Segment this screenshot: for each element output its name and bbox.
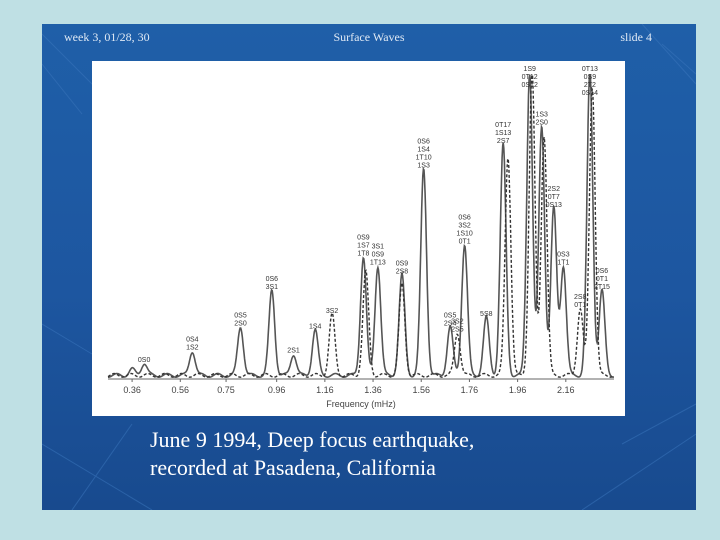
peak-label: 3S1: [266, 284, 279, 291]
peak-label: 0T17: [495, 122, 511, 129]
peak-label: 0S3: [557, 252, 570, 259]
peak-label: 0S9: [584, 74, 597, 81]
peak-label: 2S5: [451, 326, 464, 333]
x-tick-label: 1.96: [509, 385, 527, 395]
peak-label: 3S2: [326, 308, 339, 315]
peak-label: 1S3: [417, 162, 430, 169]
slide: week 3, 01/28, 30 Surface Waves slide 4 …: [42, 24, 696, 510]
peak-label: 3S1: [372, 244, 385, 251]
caption: June 9 1994, Deep focus earthquake, reco…: [150, 426, 474, 482]
chart-panel: 0S0 0S4 1S2 0S5 2S0 0S6 3S1 2S1 1S4 0S9 1S7 1T8 3S1 0…: [92, 61, 625, 416]
peak-label: 1S9: [523, 66, 536, 73]
peak-label: 2S1: [287, 348, 300, 355]
peak-label: 1S3: [535, 112, 548, 119]
series-2-line: [107, 74, 615, 378]
peak-label: 1S7: [357, 242, 370, 249]
spectrum-chart: 0S00S41S20S52S00S63S12S11S40S91S71T83S10…: [107, 66, 615, 409]
peak-label: 2S8: [396, 269, 409, 276]
caption-line-1: June 9 1994, Deep focus earthquake,: [150, 427, 475, 452]
x-tick-label: 0.36: [123, 385, 141, 395]
x-tick-label: 0.96: [268, 385, 286, 395]
peak-label: 1S2: [186, 345, 199, 352]
peak-label: 2T15: [594, 284, 610, 291]
header-week-date: week 3, 01/28, 30: [64, 30, 150, 44]
peak-label: 0T1: [596, 276, 608, 283]
peak-label: 0S14: [582, 90, 598, 97]
peak-label: 0S6: [596, 268, 609, 275]
peak-label: 1S4: [309, 323, 322, 330]
peak-label: 0S9: [357, 234, 370, 241]
peak-label: 0S13: [546, 202, 562, 209]
x-tick-label: 1.76: [461, 385, 479, 395]
slide-number: slide 4: [620, 30, 652, 44]
peak-label: 1T1: [557, 260, 569, 267]
peak-label: 0T13: [582, 66, 598, 73]
peak-label: 2S2: [548, 186, 561, 193]
slide-background-lines: [42, 24, 696, 510]
peak-label: 0S6: [417, 138, 430, 145]
peak-label: 1S13: [495, 130, 511, 137]
peak-label: 2S8: [574, 294, 587, 301]
peak-label: 0S5: [444, 312, 457, 319]
peak-label: 1T13: [370, 260, 386, 267]
x-tick-label: 1.16: [316, 385, 334, 395]
peak-label: 0T12: [522, 74, 538, 81]
peak-label: 3S2: [451, 318, 464, 325]
peak-label: 2S4: [444, 320, 457, 327]
peak-label: 3S2: [458, 222, 471, 229]
peak-label: 1S4: [417, 146, 430, 153]
peak-label: 2S7: [497, 138, 510, 145]
peak-label: 0S0: [138, 357, 151, 364]
x-tick-label: 0.75: [217, 385, 235, 395]
peak-label: 0T7: [548, 194, 560, 201]
peak-label: 1S10: [456, 230, 472, 237]
caption-line-2: recorded at Pasadena, California: [150, 455, 436, 480]
peak-label: 1T10: [416, 154, 432, 161]
peak-label: 2S0: [234, 320, 247, 327]
peak-label: 0S9: [396, 261, 409, 268]
x-tick-label: 0.56: [172, 385, 190, 395]
peak-label: 0S6: [266, 276, 279, 283]
peak-label: 2S0: [535, 120, 548, 127]
peak-label: 2T2: [584, 82, 596, 89]
x-axis-label: Frequency (mHz): [326, 399, 396, 409]
peak-label: 0T1: [574, 302, 586, 309]
x-tick-label: 2.16: [557, 385, 575, 395]
peak-label: 0S12: [521, 82, 537, 89]
peak-label: 1T8: [357, 250, 369, 257]
peak-label: 0S4: [186, 337, 199, 344]
x-tick-label: 1.56: [412, 385, 430, 395]
x-tick-label: 1.36: [364, 385, 382, 395]
series-1-line: [108, 74, 614, 379]
peak-label: 5S8: [480, 311, 493, 318]
peak-label: 0S6: [458, 214, 471, 221]
peak-label: 0T1: [459, 238, 471, 245]
slide-title: Surface Waves: [333, 30, 405, 44]
peak-label: 0S5: [234, 312, 247, 319]
peak-label: 0S9: [372, 252, 385, 259]
